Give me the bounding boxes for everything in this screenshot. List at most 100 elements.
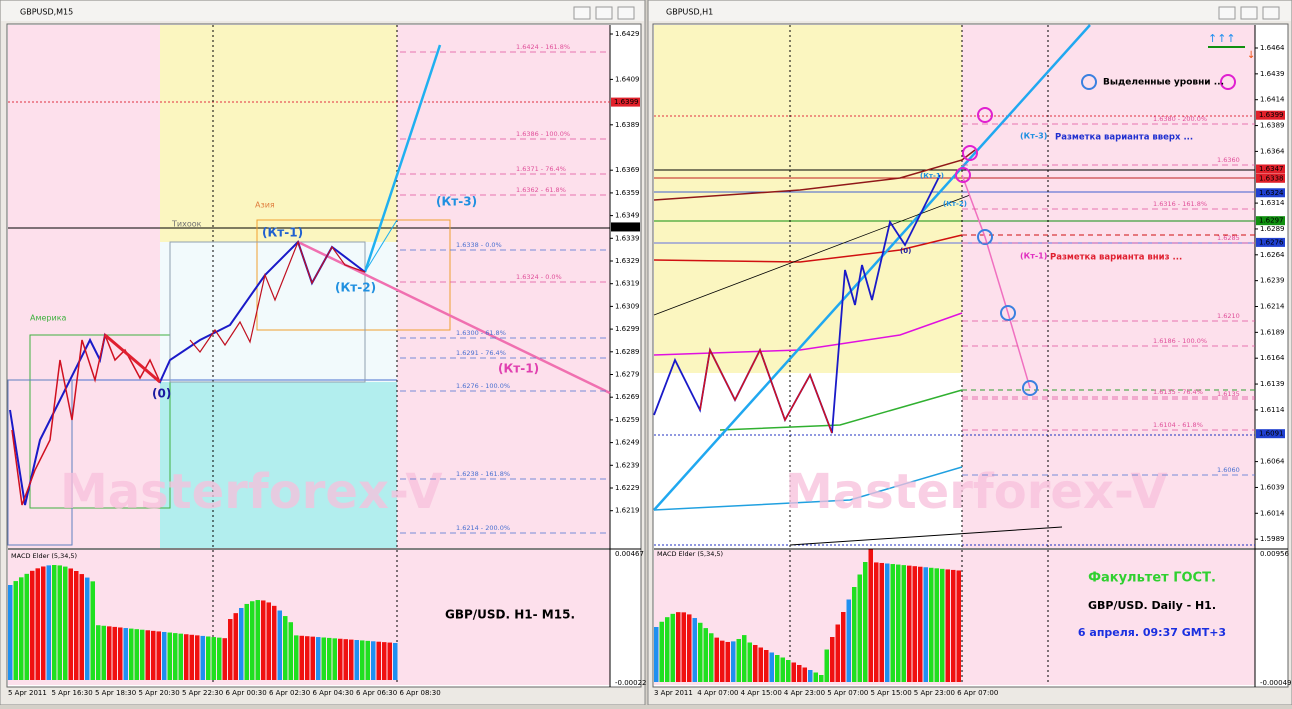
range-box bbox=[29, 334, 171, 509]
price-tick-label: 1.6464 bbox=[1260, 44, 1285, 52]
price-marker-label: 1.6338 bbox=[1259, 174, 1284, 182]
macd-bar bbox=[863, 562, 868, 682]
macd-bar bbox=[371, 641, 376, 680]
macd-bar bbox=[283, 616, 288, 680]
macd-bar bbox=[145, 630, 150, 680]
annotation: (Кт-2) bbox=[943, 200, 967, 208]
macd-bar bbox=[387, 642, 392, 680]
marker-circle bbox=[955, 167, 971, 183]
title-bar bbox=[649, 1, 1291, 21]
fib-label: 1.6300 - 61.8% bbox=[456, 329, 506, 337]
price-tick-label: 1.6429 bbox=[615, 30, 640, 38]
macd-bar bbox=[35, 568, 40, 680]
macd-bar bbox=[96, 625, 101, 680]
price-tick-label: 1.6389 bbox=[1260, 122, 1285, 130]
macd-bar bbox=[918, 566, 923, 682]
macd-bar bbox=[277, 610, 282, 680]
macd-bar bbox=[173, 633, 178, 680]
minimize-button[interactable] bbox=[1218, 6, 1236, 20]
macd-bar bbox=[233, 613, 238, 680]
time-label: 6 Apr 04:30 bbox=[313, 689, 354, 697]
close-button[interactable] bbox=[617, 6, 635, 20]
time-label: 5 Apr 07:00 bbox=[827, 689, 868, 697]
macd-bar bbox=[786, 660, 791, 682]
macd-bar bbox=[819, 675, 824, 682]
macd-bar bbox=[885, 563, 890, 682]
annotation: (Кт-3) bbox=[436, 195, 477, 209]
time-label: 6 Apr 07:00 bbox=[957, 689, 998, 697]
time-label: 6 Apr 00:30 bbox=[226, 689, 267, 697]
arrow-icon: ↓ bbox=[1247, 50, 1255, 61]
fib-label: 1.6291 - 76.4% bbox=[456, 349, 506, 357]
macd-bar bbox=[764, 650, 769, 682]
session-label: Америка bbox=[30, 314, 67, 323]
minimize-button[interactable] bbox=[573, 6, 591, 20]
legend-circle bbox=[1081, 74, 1097, 90]
price-tick-label: 1.6239 bbox=[615, 461, 640, 469]
price-tick-label: 1.6269 bbox=[615, 393, 640, 401]
macd-bar bbox=[896, 564, 901, 682]
macd-bar bbox=[841, 612, 846, 682]
ma-line bbox=[653, 149, 976, 201]
drawings: ↑↑↑ ↓ bbox=[7, 24, 1255, 685]
macd-bar bbox=[698, 622, 703, 682]
macd-bar bbox=[184, 634, 189, 680]
macd-bar bbox=[244, 603, 249, 680]
macd-bar bbox=[162, 631, 167, 680]
macd-bar bbox=[797, 665, 802, 682]
annotation: (0) bbox=[900, 247, 911, 255]
macd-bar bbox=[365, 640, 370, 680]
maximize-button[interactable] bbox=[595, 6, 613, 20]
price-tick-label: 1.6349 bbox=[615, 212, 640, 220]
window-buttons[interactable] bbox=[573, 6, 1280, 20]
macd-bar bbox=[376, 641, 381, 680]
macd-bar bbox=[178, 633, 183, 680]
range-box bbox=[256, 219, 451, 331]
macd-bar bbox=[659, 621, 664, 682]
macd-bar bbox=[709, 633, 714, 682]
trend-line bbox=[364, 219, 398, 273]
annotation: Разметка варианта вверх ... bbox=[1055, 133, 1193, 143]
title-bar bbox=[1, 1, 644, 21]
macd-bar bbox=[101, 625, 106, 680]
macd-bar bbox=[945, 569, 950, 682]
ma-line bbox=[719, 389, 963, 431]
session-box bbox=[654, 25, 962, 373]
macd-bar bbox=[211, 637, 216, 680]
macd-bar bbox=[846, 599, 851, 682]
annotation: (Кт-2) bbox=[335, 281, 376, 295]
trend-line bbox=[653, 24, 1091, 511]
macd-bar bbox=[167, 632, 172, 680]
marker-circle bbox=[977, 229, 993, 245]
session-box bbox=[654, 373, 962, 548]
maximize-button[interactable] bbox=[1240, 6, 1258, 20]
price-marker-label: 1.6399 bbox=[614, 98, 639, 106]
macd-bar bbox=[57, 565, 62, 680]
macd-bar bbox=[261, 600, 266, 680]
macd-bar bbox=[123, 628, 128, 680]
time-label: 5 Apr 23:00 bbox=[914, 689, 955, 697]
close-button[interactable] bbox=[1262, 6, 1280, 20]
price-tick-label: 1.6289 bbox=[1260, 225, 1285, 233]
price-marker-label: 1.6399 bbox=[1259, 111, 1284, 119]
price-marker bbox=[1256, 164, 1285, 174]
macd-bar bbox=[393, 642, 398, 680]
macd-bar bbox=[725, 641, 730, 682]
ma-line bbox=[653, 234, 963, 263]
macd-bar bbox=[222, 638, 227, 680]
price-tick-label: 1.6439 bbox=[1260, 70, 1285, 78]
macd-bar bbox=[217, 637, 222, 680]
macd-bar bbox=[791, 662, 796, 682]
annotation: (Кт-1) bbox=[1020, 252, 1047, 261]
price-tick-label: 1.6319 bbox=[615, 280, 640, 288]
macd-bar bbox=[156, 631, 161, 680]
range-box bbox=[7, 379, 73, 546]
macd-bar bbox=[929, 567, 934, 682]
macd-bar bbox=[852, 587, 857, 682]
fib-label: 1.6210 bbox=[1217, 312, 1240, 320]
macd-bar bbox=[68, 568, 73, 680]
fib-label: 1.6324 - 0.0% bbox=[516, 273, 562, 281]
price-tick-label: 1.6249 bbox=[615, 439, 640, 447]
price-marker bbox=[1256, 237, 1285, 247]
